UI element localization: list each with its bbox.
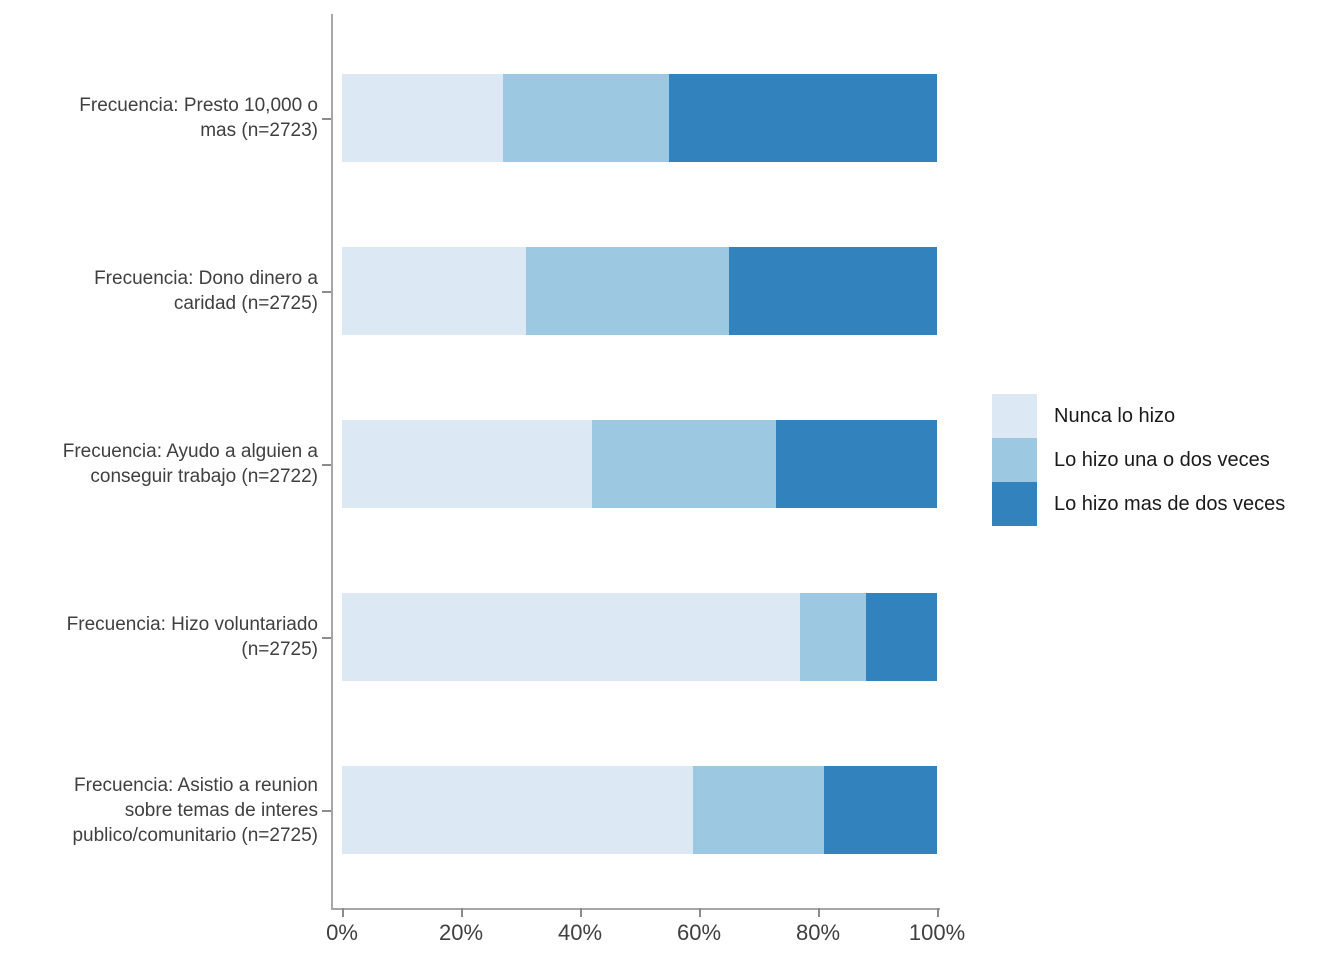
bar-segment-1 [342, 593, 801, 681]
legend-item: Lo hizo mas de dos veces [992, 482, 1285, 526]
category-label: Frecuencia: Presto 10,000 o mas (n=2723) [0, 74, 318, 162]
category-label-line: Frecuencia: Hizo voluntariado [66, 614, 318, 635]
bar-row [342, 74, 937, 162]
category-label-line: Frecuencia: Presto 10,000 o [79, 95, 318, 116]
bar-segment-2 [526, 247, 729, 335]
legend-item: Lo hizo una o dos veces [992, 438, 1285, 482]
bar-segment-3 [823, 766, 937, 854]
x-tick-label: 20% [438, 920, 484, 945]
x-axis-line [331, 908, 940, 910]
x-axis-tick [818, 908, 820, 917]
bar-segment-1 [342, 420, 592, 508]
legend: Nunca lo hizo Lo hizo una o dos veces Lo h… [992, 394, 1285, 526]
x-tick-label: 40% [557, 920, 603, 945]
category-label-line: sobre temas de interes [124, 799, 318, 821]
category-label: Frecuencia: Dono dinero a caridad (n=2725… [0, 247, 318, 335]
category-label-line: Frecuencia: Ayudo a alguien a [62, 441, 318, 462]
legend-label: Nunca lo hizo [1054, 404, 1176, 427]
category-label: Frecuencia: Ayudo a alguien a conseguir t… [0, 420, 318, 508]
y-axis-tick [322, 637, 331, 639]
bar-segment-2 [591, 420, 777, 508]
bar-segment-3 [669, 74, 937, 162]
x-axis-tick [580, 908, 582, 917]
bar-row [342, 420, 937, 508]
bar-segment-1 [342, 766, 694, 854]
legend-label: Lo hizo mas de dos veces [1054, 492, 1286, 515]
x-axis-tick [461, 908, 463, 917]
x-axis-tick [937, 908, 939, 917]
category-label-line: (n=2725) [241, 639, 318, 660]
bar-segment-2 [502, 74, 670, 162]
x-axis-tick [342, 908, 344, 917]
legend-swatch [992, 438, 1037, 482]
category-label: Frecuencia: Asistio a reunion sobre temas… [0, 766, 318, 854]
y-axis-line [331, 14, 333, 908]
x-tick-label: 60% [676, 920, 722, 945]
legend-label: Lo hizo una o dos veces [1054, 448, 1270, 471]
bar-segment-1 [342, 74, 503, 162]
bar-segment-3 [776, 420, 937, 508]
x-tick-label: 100% [908, 920, 966, 945]
category-label-line: conseguir trabajo (n=2722) [90, 466, 318, 487]
legend-swatch [992, 394, 1037, 438]
bar-segment-1 [342, 247, 527, 335]
category-label-line: publico/comunitario (n=2725) [72, 824, 318, 846]
legend-item: Nunca lo hizo [992, 394, 1285, 438]
category-label-line: Frecuencia: Asistio a reunion [74, 774, 318, 796]
bar-segment-2 [800, 593, 866, 681]
category-label-line: Frecuencia: Dono dinero a [94, 268, 318, 289]
x-tick-label: 80% [795, 920, 841, 945]
y-axis-tick [322, 291, 331, 293]
bar-segment-3 [728, 247, 937, 335]
x-tick-label: 0% [326, 920, 358, 945]
bar-segment-3 [865, 593, 937, 681]
bar-row [342, 247, 937, 335]
y-axis-tick [322, 810, 331, 812]
bar-row [342, 766, 937, 854]
bar-row [342, 593, 937, 681]
y-axis-tick [322, 464, 331, 466]
category-label: Frecuencia: Hizo voluntariado (n=2725) [0, 593, 318, 681]
x-axis-tick [699, 908, 701, 917]
bar-segment-2 [693, 766, 824, 854]
category-label-line: mas (n=2723) [200, 120, 318, 141]
legend-swatch [992, 482, 1037, 526]
category-label-line: caridad (n=2725) [173, 293, 318, 314]
y-axis-tick [322, 118, 331, 120]
